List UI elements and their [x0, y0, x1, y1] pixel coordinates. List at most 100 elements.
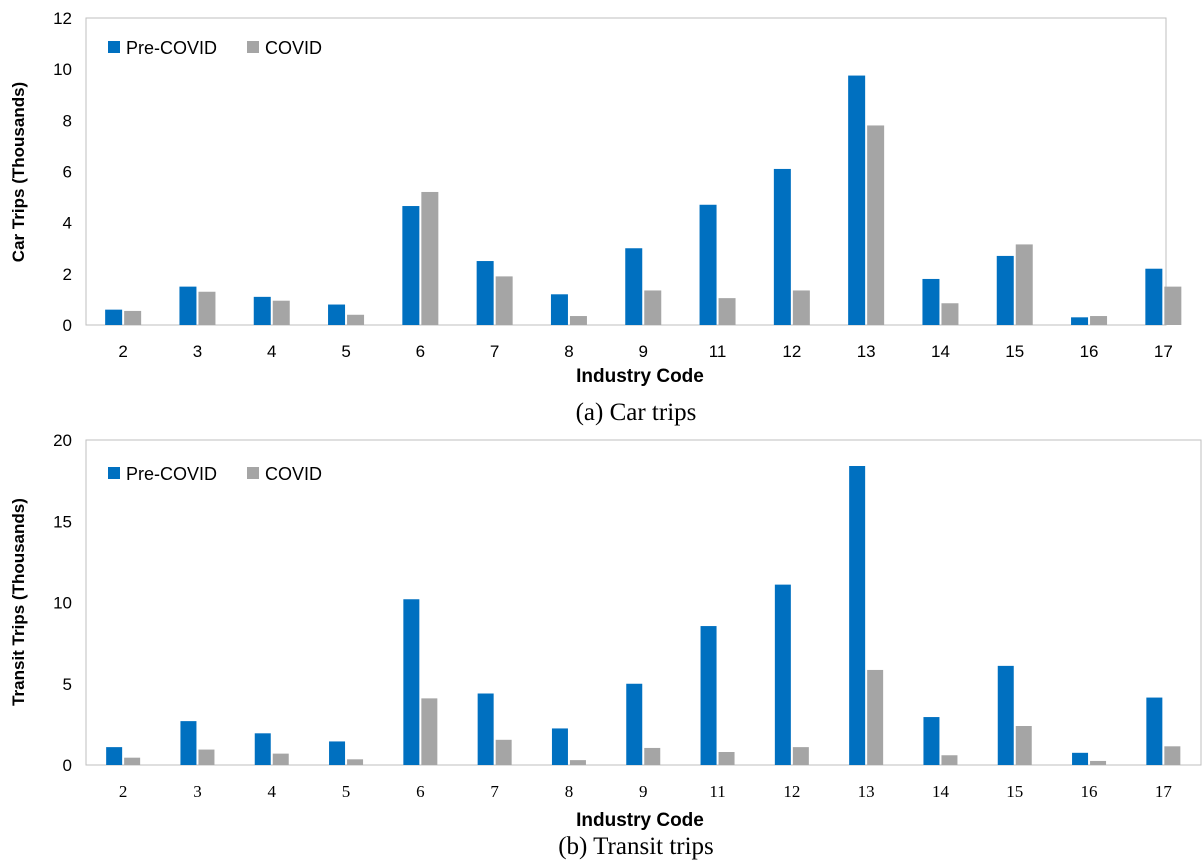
bar-pre-covid — [625, 248, 643, 325]
x-axis-label: Industry Code — [576, 366, 704, 387]
bar-covid — [644, 747, 661, 765]
bar-pre-covid — [106, 747, 123, 765]
x-tick-label: 12 — [783, 782, 800, 801]
bar-covid — [1164, 286, 1182, 325]
legend-label-pre-covid: Pre-COVID — [126, 38, 217, 58]
bar-covid — [718, 298, 736, 325]
x-tick-label: 11 — [709, 782, 725, 801]
bar-pre-covid — [923, 717, 940, 765]
y-tick-label: 12 — [53, 9, 72, 28]
bar-pre-covid — [1071, 317, 1089, 325]
bar-pre-covid — [699, 204, 717, 325]
bar-pre-covid — [1145, 268, 1163, 325]
x-tick-label: 12 — [782, 342, 801, 361]
y-tick-label: 4 — [63, 214, 72, 233]
y-tick-label: 6 — [63, 163, 72, 182]
x-tick-label: 11 — [709, 342, 727, 361]
bar-pre-covid — [997, 665, 1014, 765]
x-tick-label: 13 — [857, 342, 876, 361]
bar-covid — [495, 276, 513, 325]
x-tick-label: 13 — [858, 782, 875, 801]
x-tick-label: 3 — [193, 782, 202, 801]
bar-covid — [1164, 746, 1181, 765]
bar-covid — [1090, 316, 1108, 325]
bar-covid — [124, 310, 142, 325]
caption-b: (b) Transit trips — [558, 833, 714, 860]
bar-pre-covid — [179, 286, 197, 325]
legend: Pre-COVID COVID — [108, 38, 322, 58]
x-tick-label: 9 — [639, 782, 648, 801]
caption-a: (a) Car trips — [576, 399, 697, 426]
x-tick-label: 17 — [1155, 782, 1173, 801]
legend-swatch-covid — [247, 467, 259, 479]
x-tick-label: 6 — [416, 782, 425, 801]
bar-covid — [347, 314, 365, 325]
bar-pre-covid — [403, 599, 420, 765]
x-tick-label: 4 — [267, 342, 276, 361]
x-tick-label: 8 — [564, 342, 573, 361]
bar-pre-covid — [329, 741, 346, 765]
legend-swatch-pre-covid — [108, 41, 120, 53]
y-tick-label: 15 — [53, 512, 72, 531]
bar-covid — [272, 753, 289, 765]
x-tick-label: 15 — [1006, 782, 1023, 801]
bar-covid — [124, 757, 141, 765]
bar-covid — [1015, 244, 1033, 325]
bar-covid — [569, 760, 586, 765]
bar-pre-covid — [1072, 752, 1089, 765]
legend-swatch-covid — [247, 41, 259, 53]
y-tick-label: 20 — [53, 431, 72, 450]
x-tick-label: 2 — [118, 342, 127, 361]
x-tick-label: 16 — [1080, 342, 1099, 361]
bar-pre-covid — [626, 683, 643, 765]
y-axis-label: Transit Trips (Thousands) — [9, 498, 28, 706]
chart-transit-trips: 0 5 10 15 20 2 3 4 5 6 7 8 9 11 12 13 14 15 16 17 Transit … — [9, 431, 1202, 860]
y-tick-labels: 0 2 4 6 8 10 12 — [53, 9, 72, 335]
bar-covid — [569, 316, 587, 325]
x-axis-label: Industry Code — [576, 810, 704, 831]
chart-car-trips: 0 2 4 6 8 10 12 2 3 4 5 6 7 8 9 11 12 13 14 15 16 17 Car Tri… — [9, 9, 1182, 426]
bar-pre-covid — [105, 309, 123, 325]
bar-group — [106, 466, 1181, 765]
bar-pre-covid — [922, 278, 940, 325]
bar-pre-covid — [328, 304, 346, 325]
bar-pre-covid — [253, 296, 271, 325]
x-tick-label: 3 — [193, 342, 202, 361]
bar-pre-covid — [1146, 697, 1163, 765]
x-tick-labels: 2 3 4 5 6 7 8 9 11 12 13 14 15 16 17 — [118, 342, 1172, 361]
x-tick-label: 7 — [490, 342, 499, 361]
bar-covid — [792, 747, 809, 765]
x-tick-label: 5 — [342, 782, 351, 801]
bar-pre-covid — [700, 626, 717, 765]
x-tick-labels: 2 3 4 5 6 7 8 9 11 12 13 14 15 16 17 — [119, 782, 1172, 801]
legend: Pre-COVID COVID — [108, 464, 322, 484]
bar-covid — [867, 125, 885, 325]
bar-covid — [644, 290, 662, 325]
bar-covid — [421, 698, 438, 765]
x-tick-label: 14 — [932, 782, 950, 801]
bar-covid — [941, 303, 959, 325]
y-tick-label: 8 — [63, 111, 72, 130]
bar-pre-covid — [402, 206, 420, 325]
bar-covid — [1015, 726, 1032, 765]
bar-pre-covid — [849, 466, 866, 765]
bar-covid — [495, 739, 512, 765]
legend-swatch-pre-covid — [108, 467, 120, 479]
x-tick-label: 16 — [1081, 782, 1098, 801]
bar-pre-covid — [254, 733, 271, 765]
bar-pre-covid — [551, 728, 568, 765]
y-tick-label: 2 — [63, 265, 72, 284]
x-tick-label: 8 — [565, 782, 574, 801]
bar-covid — [1090, 760, 1107, 765]
y-tick-label: 0 — [63, 316, 72, 335]
x-tick-label: 6 — [416, 342, 425, 361]
x-tick-label: 4 — [268, 782, 277, 801]
bar-covid — [347, 759, 364, 765]
x-tick-label: 15 — [1005, 342, 1024, 361]
bar-pre-covid — [773, 168, 791, 325]
bar-covid — [792, 290, 810, 325]
y-tick-label: 5 — [63, 675, 72, 694]
bar-covid — [198, 749, 215, 765]
x-tick-label: 2 — [119, 782, 128, 801]
